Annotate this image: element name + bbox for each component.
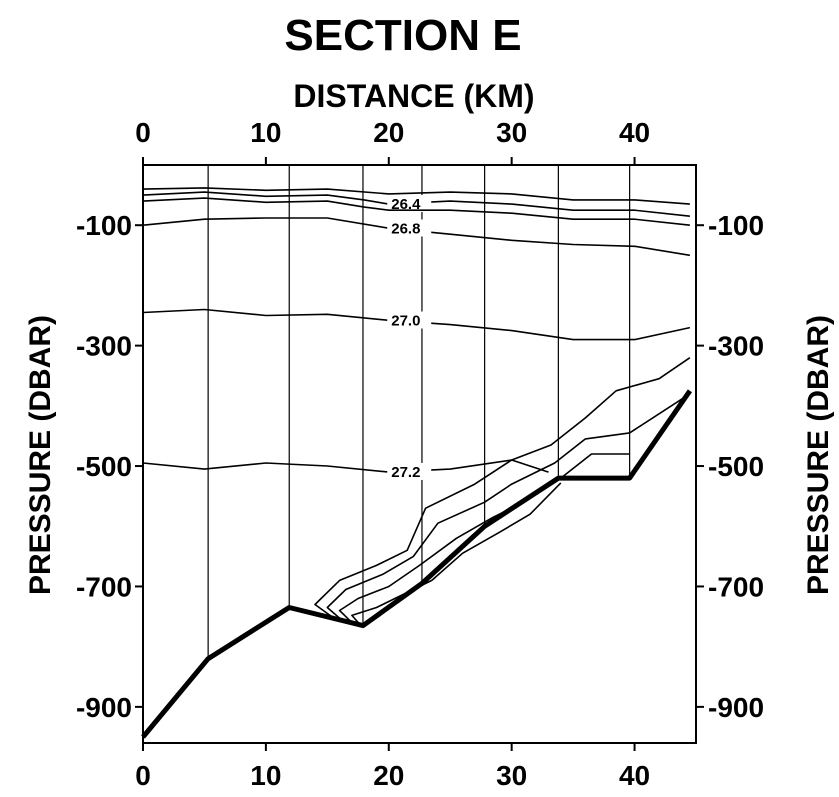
x-tick-label-top: 10 (250, 117, 281, 148)
axis-ticks: 0 0 10 10 20 20 30 30 40 40 -100 -100 -300 -300 -500 -5… (76, 117, 764, 791)
x-tick-label-bottom: 0 (135, 760, 151, 791)
contour-label-bg (387, 219, 432, 237)
y-tick-label-right: -500 (708, 451, 764, 482)
contour-line-6 (142, 459, 549, 473)
x-tick-label-top: 40 (619, 117, 650, 148)
contour-label-bg (387, 311, 432, 329)
x-tick-label-bottom: 20 (373, 760, 404, 791)
isopycnal-contours: 26.4 26.8 27.0 27.2 (142, 187, 691, 625)
x-tick-label-top: 0 (135, 117, 151, 148)
contour-label-27.2: 27.2 (391, 464, 420, 481)
y-tick-label-right: -900 (708, 692, 764, 723)
contour-line-1 (142, 187, 690, 205)
x-tick-label-bottom: 40 (619, 760, 650, 791)
y-tick-label-left: -100 (76, 210, 132, 241)
seabed-line (141, 389, 692, 739)
contour-line-8 (326, 393, 691, 623)
bottom-profile (141, 389, 692, 739)
contour-label-26.4: 26.4 (391, 196, 421, 213)
x-axis-label: DISTANCE (KM) (293, 78, 534, 114)
x-tick-label-bottom: 10 (250, 760, 281, 791)
x-tick-label-top: 20 (373, 117, 404, 148)
y-tick-label-right: -100 (708, 210, 764, 241)
y-axis-label-left: PRESSURE (DBAR) (24, 315, 57, 595)
y-tick-label-right: -700 (708, 571, 764, 602)
contour-label-bg (387, 462, 432, 480)
contour-line-7 (314, 357, 691, 621)
plot-frame (142, 164, 697, 744)
x-tick-label-bottom: 30 (496, 760, 527, 791)
y-tick-label-left: -300 (76, 331, 132, 362)
contour-line-9 (338, 453, 630, 624)
y-tick-label-left: -700 (76, 571, 132, 602)
contour-label-26.8: 26.8 (391, 220, 420, 237)
chart-title: SECTION E (284, 11, 521, 60)
contour-line-3 (142, 197, 690, 226)
x-tick-label-top: 30 (496, 117, 527, 148)
contour-label-27.0: 27.0 (391, 313, 420, 330)
contour-label-bg (387, 195, 432, 213)
y-tick-label-right: -300 (708, 331, 764, 362)
y-tick-label-left: -500 (76, 451, 132, 482)
y-tick-label-left: -900 (76, 692, 132, 723)
y-axis-label-right: PRESSURE (DBAR) (802, 315, 835, 595)
contour-line-10 (351, 482, 562, 625)
